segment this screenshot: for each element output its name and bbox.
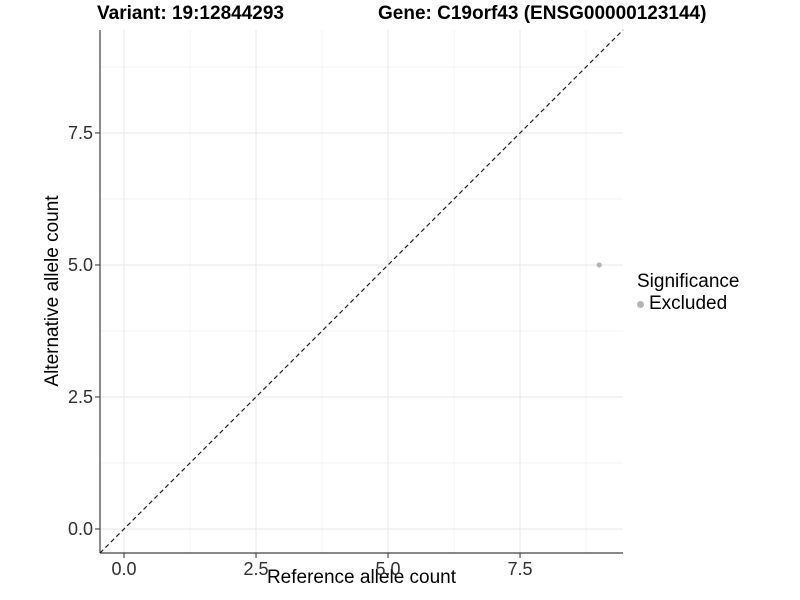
plot-title-gene: Gene: C19orf43 (ENSG00000123144) xyxy=(378,3,707,24)
legend: Significance Excluded xyxy=(637,271,739,314)
y-tick-label: 0.0 xyxy=(67,518,93,539)
x-tick-label: 2.5 xyxy=(243,559,269,579)
y-tick-label: 7.5 xyxy=(67,122,93,143)
data-point-excluded xyxy=(596,262,602,268)
excluded-dot-icon xyxy=(637,300,644,308)
y-axis-title: Alternative allele count xyxy=(42,195,63,387)
x-tick-label: 5.0 xyxy=(375,559,401,579)
identity-reference-line xyxy=(99,29,624,554)
x-tick-label: 0.0 xyxy=(111,559,137,579)
legend-item-label: Excluded xyxy=(649,293,728,314)
y-tick-label: 5.0 xyxy=(67,254,93,275)
legend-item-excluded: Excluded xyxy=(637,294,739,314)
x-tick-label: 7.5 xyxy=(507,559,533,579)
plot-title-variant: Variant: 19:12844293 xyxy=(97,3,284,24)
x-axis-title: Reference allele count xyxy=(266,567,457,588)
legend-title: Significance xyxy=(637,271,740,292)
y-tick-label: 2.5 xyxy=(67,386,93,407)
